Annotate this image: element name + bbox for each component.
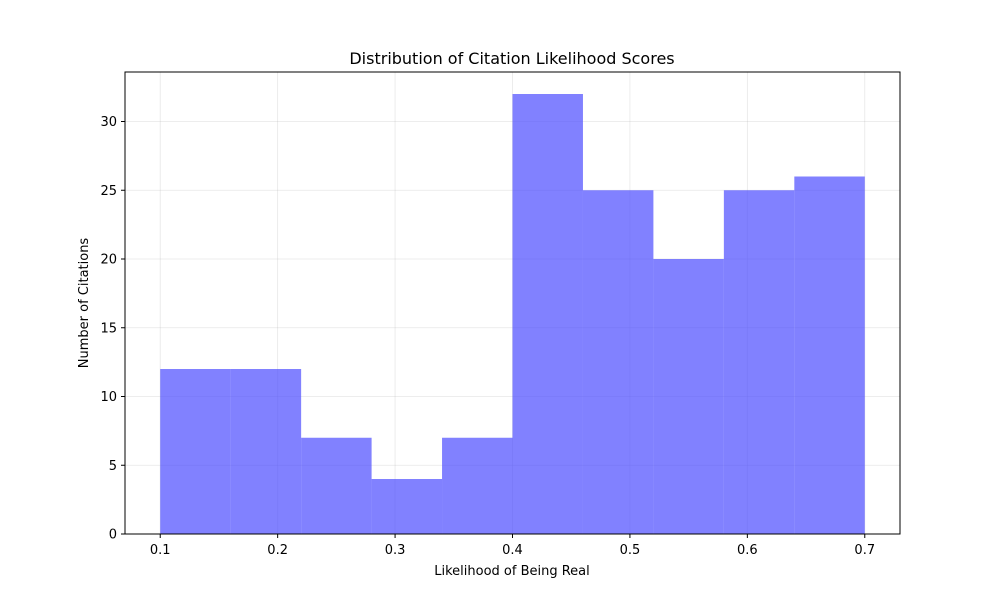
x-tick-label: 0.5: [620, 543, 641, 558]
histogram-bar: [723, 190, 795, 534]
chart-title: Distribution of Citation Likelihood Scor…: [349, 49, 674, 68]
x-tick-label: 0.4: [502, 543, 523, 558]
y-tick-label: 10: [100, 390, 117, 405]
y-tick-label: 20: [100, 253, 117, 268]
histogram-bar: [794, 176, 865, 534]
y-axis-ticks: 0 5 10 15 20 25 30: [100, 115, 125, 543]
y-tick-label: 30: [100, 115, 117, 130]
histogram-bar: [442, 437, 513, 534]
histogram-bar: [301, 437, 372, 534]
y-tick-label: 25: [100, 184, 117, 199]
y-tick-label: 0: [109, 528, 117, 543]
histogram-bars: [160, 94, 865, 534]
y-tick-label: 5: [109, 459, 117, 474]
x-tick-label: 0.3: [385, 543, 406, 558]
x-tick-label: 0.2: [267, 543, 288, 558]
x-tick-label: 0.6: [737, 543, 758, 558]
histogram-bar: [160, 369, 231, 534]
x-tick-label: 0.1: [150, 543, 171, 558]
x-axis-label: Likelihood of Being Real: [434, 564, 590, 579]
histogram-bar: [582, 190, 654, 534]
histogram-bar: [512, 94, 583, 534]
y-axis-label: Number of Citations: [77, 238, 92, 369]
y-tick-label: 15: [100, 321, 117, 336]
x-tick-label: 0.7: [854, 543, 875, 558]
histogram-bar: [230, 369, 302, 534]
histogram-bar: [371, 479, 443, 534]
x-axis-ticks: 0.1 0.2 0.3 0.4 0.5 0.6 0.7: [150, 534, 875, 558]
histogram-bar: [653, 259, 724, 534]
